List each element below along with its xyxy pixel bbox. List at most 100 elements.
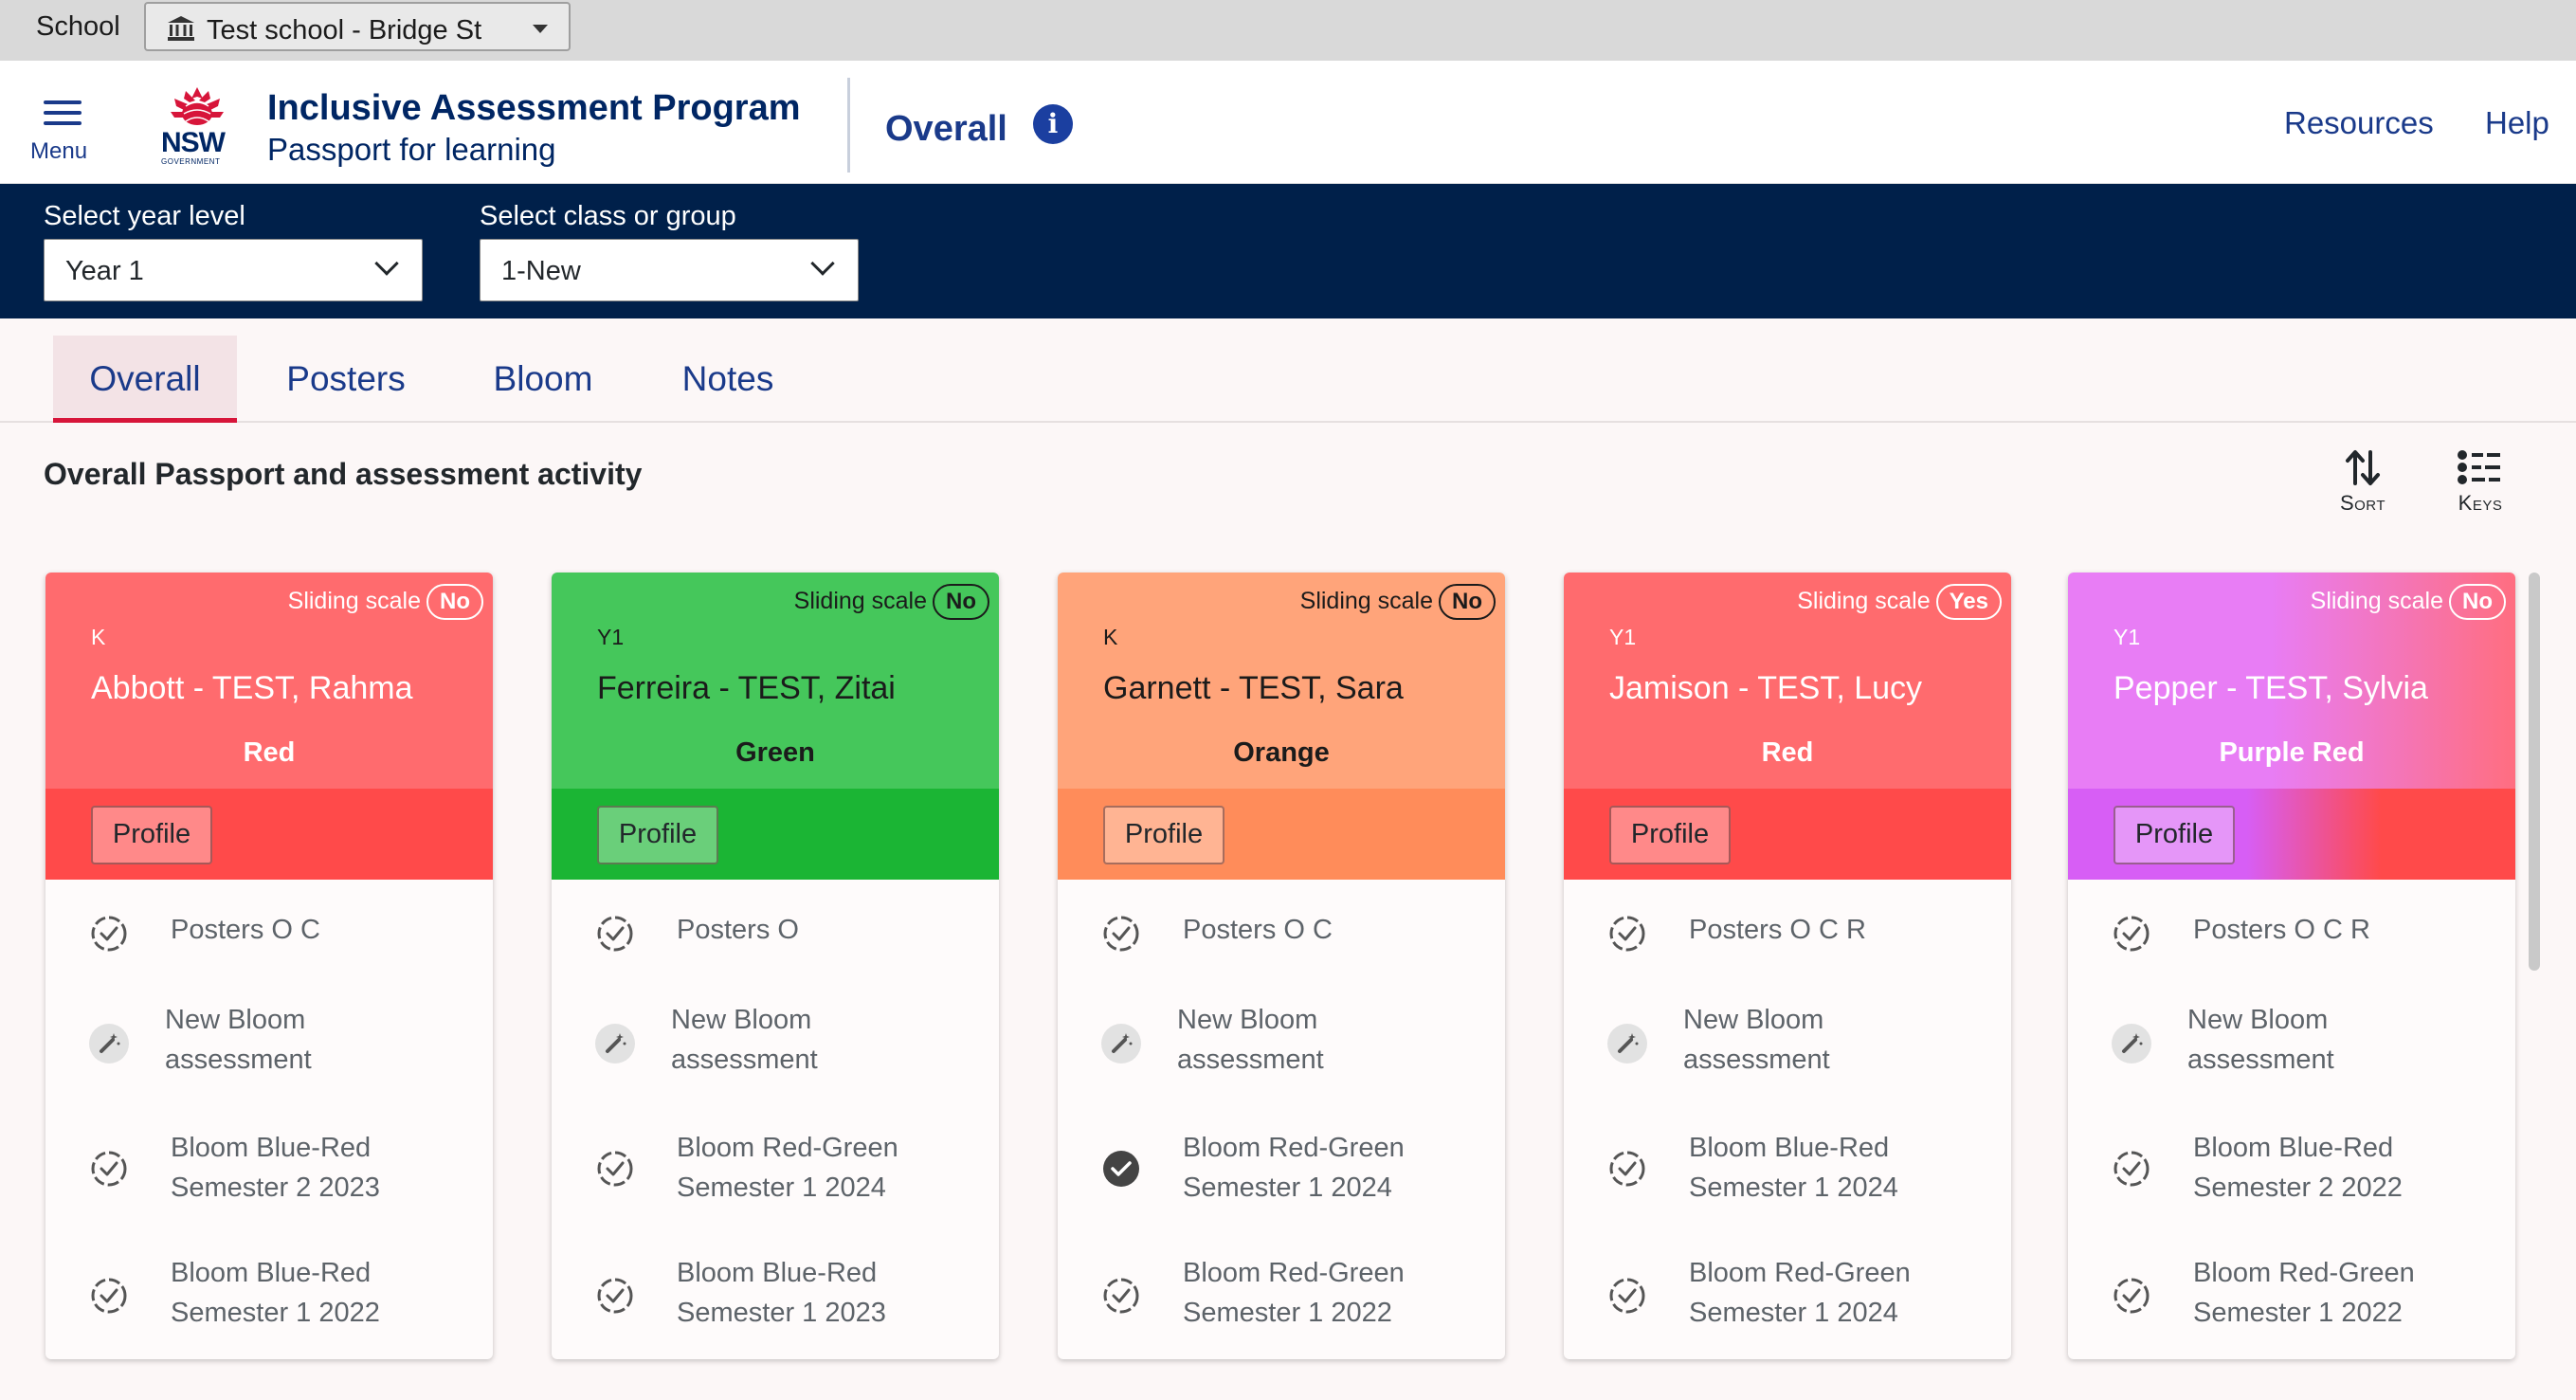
- tab-overall[interactable]: Overall: [53, 336, 237, 423]
- waratah-icon: [171, 87, 224, 125]
- student-name: Garnett - TEST, Sara: [1103, 670, 1404, 706]
- profile-button[interactable]: Profile: [2113, 806, 2235, 864]
- sliding-scale-badge: No: [426, 584, 483, 620]
- vertical-scrollbar[interactable]: [2529, 573, 2540, 971]
- activity-text: Bloom Blue-Red: [1689, 1133, 1890, 1163]
- pending-check-icon: [1103, 916, 1139, 952]
- tab-posters[interactable]: Posters: [286, 359, 406, 398]
- header-divider: [847, 78, 850, 173]
- student-card[interactable]: Sliding scale No Y1 Ferreira - TEST, Zitai G…: [552, 573, 999, 1359]
- student-status-colour: Purple Red: [2219, 737, 2365, 768]
- pending-check-icon: [597, 1278, 633, 1314]
- student-year: K: [1103, 625, 1118, 649]
- hamburger-icon-line: [44, 121, 82, 125]
- card-header-profile-band: [1564, 789, 2011, 880]
- tab-bloom[interactable]: Bloom: [493, 359, 593, 398]
- chevron-down-icon: [810, 251, 835, 276]
- hamburger-icon: [44, 100, 82, 104]
- activity-text: Semester 2 2022: [2193, 1173, 2403, 1203]
- sliding-scale-label: Sliding scale: [2310, 588, 2443, 614]
- year-level-select[interactable]: Year 1: [44, 239, 423, 301]
- activity-text: Posters O: [677, 915, 799, 945]
- student-card[interactable]: Sliding scale No K Abbott - TEST, Rahma Red P…: [45, 573, 493, 1359]
- activity-text: Bloom Red-Green: [1183, 1258, 1405, 1288]
- caret-down-icon: [533, 25, 548, 33]
- tab-notes[interactable]: Notes: [681, 359, 774, 398]
- pending-check-icon: [91, 916, 127, 952]
- student-year: Y1: [2113, 625, 2141, 649]
- help-link[interactable]: Help: [2485, 105, 2549, 140]
- activity-text: New Bloom: [1177, 1005, 1318, 1035]
- school-select[interactable]: Test school - Bridge St: [144, 2, 571, 51]
- card-header-status-band: [45, 573, 493, 789]
- student-name: Jamison - TEST, Lucy: [1609, 670, 1923, 706]
- activity-text: assessment: [671, 1045, 818, 1075]
- activity-text: assessment: [1177, 1045, 1324, 1075]
- app-header: Menu NSW GOVERNMENT Inclusive Assessment…: [0, 61, 2576, 184]
- student-status-colour: Red: [1761, 737, 1814, 768]
- app-subtitle: Passport for learning: [267, 132, 556, 167]
- hamburger-icon-line: [44, 111, 82, 115]
- keys-label: Keys: [2458, 491, 2503, 515]
- student-year: Y1: [597, 625, 625, 649]
- resources-link[interactable]: Resources: [2284, 105, 2434, 140]
- profile-button[interactable]: Profile: [1609, 806, 1731, 864]
- activity-text: Semester 1 2024: [1689, 1173, 1898, 1203]
- card-header-profile-band: [552, 789, 999, 880]
- activity-text: Posters O C: [1183, 915, 1333, 945]
- pending-check-icon: [597, 916, 633, 952]
- activity-text: Bloom Blue-Red: [2193, 1133, 2394, 1163]
- activity-text: New Bloom: [1683, 1005, 1824, 1035]
- activity-text: New Bloom: [671, 1005, 812, 1035]
- activity-text: assessment: [2187, 1045, 2334, 1075]
- keys-button[interactable]: Keys: [2438, 444, 2523, 529]
- info-icon[interactable]: i: [1033, 104, 1073, 144]
- new-assessment-wand-icon: [89, 1024, 129, 1064]
- profile-button[interactable]: Profile: [1103, 806, 1225, 864]
- activity-text: Semester 2 2023: [171, 1173, 380, 1203]
- student-status-colour: Red: [243, 737, 296, 768]
- activity-text: Semester 1 2024: [677, 1173, 886, 1203]
- year-level-value: Year 1: [65, 256, 144, 286]
- student-year: K: [91, 625, 106, 649]
- pending-check-icon: [2113, 1278, 2150, 1314]
- activity-text: Bloom Blue-Red: [171, 1258, 372, 1288]
- student-card[interactable]: Sliding scale No K Garnett - TEST, Sara Oran…: [1058, 573, 1505, 1359]
- card-header-status-band: [1058, 573, 1505, 789]
- student-name: Ferreira - TEST, Zitai: [597, 670, 896, 706]
- new-assessment-wand-icon: [1607, 1024, 1647, 1064]
- student-card[interactable]: Sliding scale Yes Y1 Jamison - TEST, Lucy Re…: [1564, 573, 2011, 1359]
- sort-button[interactable]: Sort: [2320, 444, 2405, 529]
- activity-text: Semester 1 2024: [1689, 1298, 1898, 1328]
- card-header-profile-band: [1058, 789, 1505, 880]
- pending-check-icon: [1609, 1278, 1645, 1314]
- sort-icon: [2346, 450, 2380, 485]
- class-group-select[interactable]: 1-New: [480, 239, 859, 301]
- profile-button[interactable]: Profile: [597, 806, 718, 864]
- activity-text: Bloom Blue-Red: [171, 1133, 372, 1163]
- app-title: Inclusive Assessment Program: [267, 88, 801, 128]
- sliding-scale-badge: No: [1439, 584, 1496, 620]
- new-assessment-wand-icon: [2112, 1024, 2151, 1064]
- sliding-scale-label: Sliding scale: [1797, 588, 1931, 614]
- sliding-scale-badge: Yes: [1935, 584, 2002, 620]
- page-title: Overall: [885, 109, 1007, 149]
- student-card[interactable]: Sliding scale No Y1 Pepper - TEST, Sylvia Pu…: [2068, 573, 2515, 1359]
- sliding-scale-indicator: Sliding scale No: [288, 582, 483, 620]
- year-level-label: Select year level: [44, 201, 245, 231]
- new-assessment-wand-icon: [1101, 1024, 1141, 1064]
- activity-text: Bloom Red-Green: [1689, 1258, 1911, 1288]
- menu-button[interactable]: Menu: [25, 95, 104, 171]
- activity-text: Posters O C R: [1689, 915, 1866, 945]
- activity-text: New Bloom: [165, 1005, 306, 1035]
- pending-check-icon: [2113, 916, 2150, 952]
- card-header-status-band: [2068, 573, 2515, 789]
- profile-button[interactable]: Profile: [91, 806, 212, 864]
- class-group-value: 1-New: [501, 256, 581, 286]
- activity-text: assessment: [165, 1045, 312, 1075]
- school-bar: School Test school - Bridge St: [0, 0, 2576, 61]
- filter-bar: Select year level Year 1 Select class or…: [0, 184, 2576, 318]
- student-status-colour: Orange: [1233, 737, 1330, 768]
- new-assessment-wand-icon: [595, 1024, 635, 1064]
- sliding-scale-badge: No: [933, 584, 989, 620]
